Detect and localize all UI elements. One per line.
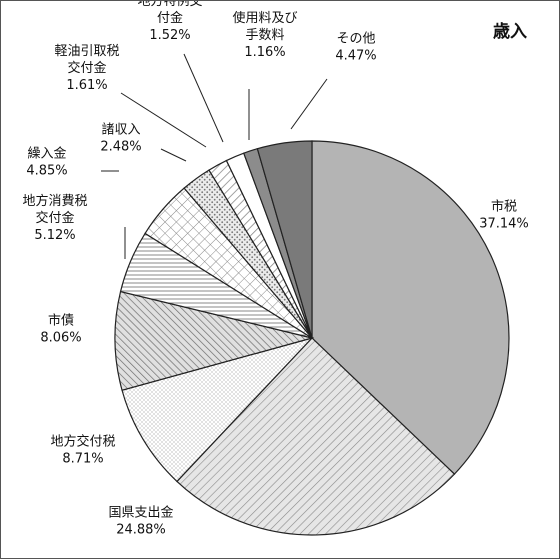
slice-percent-2: 8.71%: [62, 452, 103, 467]
slice-percent-10: 4.47%: [335, 49, 376, 64]
slice-name-1: 国県支出金: [108, 505, 173, 521]
leader-line-8: [183, 53, 224, 143]
slice-name-8: 付金: [157, 10, 183, 26]
slice-name-2: 地方交付税: [50, 434, 115, 450]
slice-percent-3: 8.06%: [40, 331, 81, 346]
leader-line-6: [160, 148, 187, 162]
slice-label-8: 地方特例交付金 1.52%: [137, 1, 202, 43]
slice-label-10: その他 4.47%: [335, 32, 376, 64]
slice-name-7: 交付金: [67, 60, 106, 76]
slice-label-3: 市債 8.06%: [40, 313, 81, 346]
slice-percent-4: 5.12%: [34, 228, 75, 243]
chart-title: 歳入: [493, 21, 527, 42]
pie-slices: [114, 140, 510, 536]
pie-slice-0: [311, 140, 510, 475]
slice-name-3: 市債: [48, 313, 74, 329]
slice-name-8: 地方特例交: [137, 1, 202, 9]
slice-percent-6: 2.48%: [100, 140, 141, 155]
slice-label-7: 軽油引取税交付金 1.61%: [54, 44, 119, 93]
slice-name-4: 交付金: [35, 210, 74, 226]
slice-percent-8: 1.52%: [149, 28, 190, 43]
slice-label-1: 国県支出金 24.88%: [108, 505, 173, 538]
pie-slice-3: [114, 290, 315, 391]
slice-name-4: 地方消費税: [22, 193, 87, 209]
pie-slice-10: [256, 140, 313, 339]
slice-name-7: 軽油引取税: [54, 44, 119, 59]
slice-name-10: その他: [336, 32, 375, 47]
slice-label-4: 地方消費税交付金 5.12%: [22, 193, 87, 243]
slice-percent-1: 24.88%: [116, 523, 166, 538]
slice-percent-0: 37.14%: [479, 217, 529, 232]
leader-line-10: [290, 78, 328, 130]
pie-slice-1: [176, 337, 456, 536]
slice-name-6: 諸収入: [101, 122, 140, 138]
slice-name-0: 市税: [491, 199, 517, 215]
slice-label-0: 市税 37.14%: [479, 199, 529, 232]
slice-label-9: 使用料及び手数料 1.16%: [232, 10, 297, 60]
slice-name-9: 手数料: [245, 28, 284, 43]
slice-percent-9: 1.16%: [244, 45, 285, 60]
pie-slice-2: [121, 336, 314, 483]
slice-label-5: 繰入金 4.85%: [26, 146, 67, 179]
slice-label-6: 諸収入 2.48%: [100, 122, 141, 155]
slice-percent-5: 4.85%: [26, 164, 67, 179]
leader-lines: [101, 53, 328, 259]
slice-percent-7: 1.61%: [66, 78, 107, 93]
slice-name-5: 繰入金: [27, 146, 66, 162]
leader-line-7: [120, 92, 207, 148]
slice-name-9: 使用料及び: [232, 10, 297, 26]
slice-label-2: 地方交付税 8.71%: [50, 434, 115, 467]
slice-labels: 市税 37.14% 国県支出金 24.88% 地方交付税 8.71% 市債 8.06% 地方消費…: [22, 1, 528, 538]
